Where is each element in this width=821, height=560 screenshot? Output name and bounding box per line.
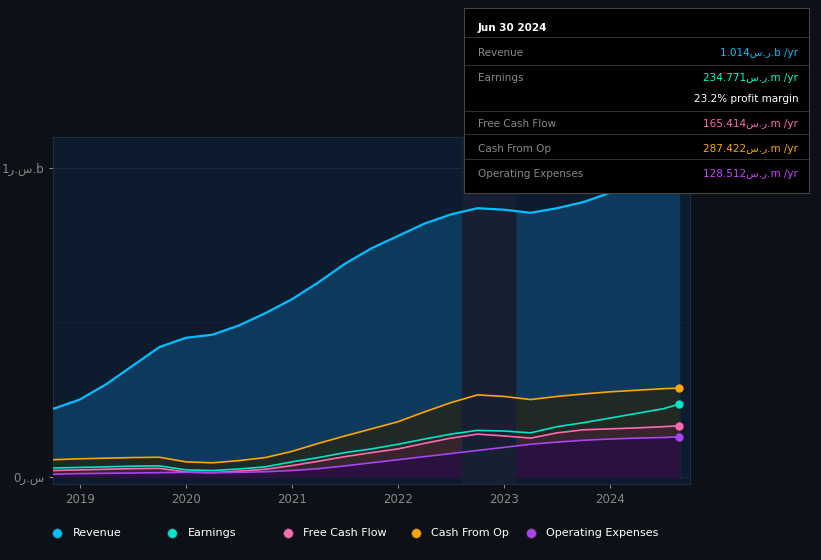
- Text: Cash From Op: Cash From Op: [431, 529, 509, 538]
- Text: Operating Expenses: Operating Expenses: [547, 529, 658, 538]
- Text: Cash From Op: Cash From Op: [478, 144, 551, 154]
- Text: 1.014س.ر.b /yr: 1.014س.ر.b /yr: [720, 48, 798, 58]
- Text: Free Cash Flow: Free Cash Flow: [303, 529, 387, 538]
- Text: Jun 30 2024: Jun 30 2024: [478, 23, 547, 33]
- Text: 23.2% profit margin: 23.2% profit margin: [694, 94, 798, 104]
- Text: Revenue: Revenue: [478, 48, 523, 58]
- Text: 128.512س.ر.m /yr: 128.512س.ر.m /yr: [704, 169, 798, 179]
- Text: Operating Expenses: Operating Expenses: [478, 169, 583, 179]
- Text: Earnings: Earnings: [188, 529, 236, 538]
- Bar: [461, 137, 515, 484]
- Text: 234.771س.ر.m /yr: 234.771س.ر.m /yr: [704, 73, 798, 83]
- Text: Earnings: Earnings: [478, 73, 523, 83]
- Text: 287.422س.ر.m /yr: 287.422س.ر.m /yr: [704, 144, 798, 154]
- Text: Free Cash Flow: Free Cash Flow: [478, 119, 556, 129]
- Text: 165.414س.ر.m /yr: 165.414س.ر.m /yr: [704, 119, 798, 129]
- Text: Revenue: Revenue: [72, 529, 122, 538]
